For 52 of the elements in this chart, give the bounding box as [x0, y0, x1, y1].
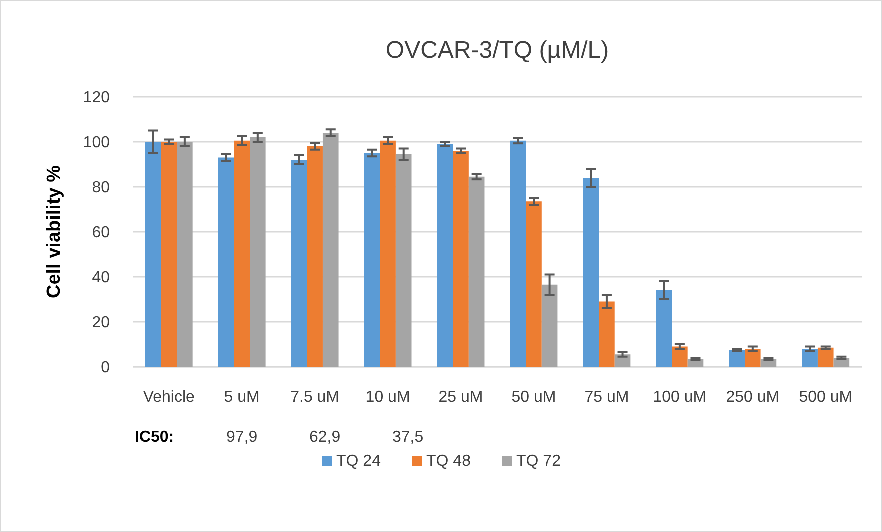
y-tick-label: 80	[92, 180, 110, 197]
bar	[234, 140, 250, 367]
text: 97,9	[226, 429, 258, 446]
legend-label: TQ 24	[336, 453, 382, 470]
bar	[380, 140, 396, 367]
x-tick-label: 7.5 uM	[290, 389, 340, 406]
legend-label: TQ 72	[516, 453, 562, 470]
y-tick-label: 20	[92, 314, 110, 332]
y-tick-label: 100	[83, 134, 110, 152]
y-tick-label: 60	[92, 224, 110, 242]
text: 62,9	[309, 429, 341, 446]
bar	[583, 178, 600, 367]
bar	[526, 202, 542, 367]
bar	[468, 176, 485, 367]
bar	[818, 348, 834, 367]
x-tick-label: Vehicle	[143, 389, 196, 406]
x-tick-label: 5 uM	[224, 389, 260, 406]
bar	[307, 146, 323, 367]
bar	[218, 158, 234, 367]
y-axis-title: Cell viability %	[44, 165, 65, 299]
x-tick-label: 100 uM	[653, 389, 707, 406]
bar	[672, 346, 688, 367]
bar	[802, 349, 818, 367]
bar	[729, 350, 745, 367]
bar	[542, 284, 558, 367]
y-tick-label: 40	[92, 270, 110, 287]
y-tick-label: 0	[101, 360, 110, 377]
bar	[437, 144, 454, 367]
bar	[599, 302, 615, 367]
x-tick-label: 500 uM	[799, 389, 853, 406]
y-tick-label: 120	[83, 90, 110, 107]
bar	[510, 140, 526, 367]
bar	[453, 151, 469, 367]
bar	[656, 290, 672, 367]
bar	[145, 142, 162, 367]
bar	[161, 142, 178, 367]
chart-title: OVCAR-3/TQ (µM/L)	[386, 37, 610, 64]
x-tick-label: 10 uM	[366, 389, 410, 406]
text: 37,5	[392, 429, 424, 446]
bar	[291, 160, 308, 367]
text: IC50:	[135, 429, 174, 446]
bar	[250, 138, 266, 367]
legend-label: TQ 48	[426, 453, 472, 470]
bar	[177, 142, 193, 367]
x-tick-label: 75 uM	[584, 389, 630, 406]
bar	[745, 349, 761, 367]
x-tick-label: 250 uM	[726, 389, 780, 406]
x-tick-label: 25 uM	[438, 389, 484, 406]
x-tick-label: 50 uM	[512, 389, 556, 406]
bar	[322, 133, 339, 367]
bar	[364, 153, 380, 367]
bar	[396, 154, 412, 367]
